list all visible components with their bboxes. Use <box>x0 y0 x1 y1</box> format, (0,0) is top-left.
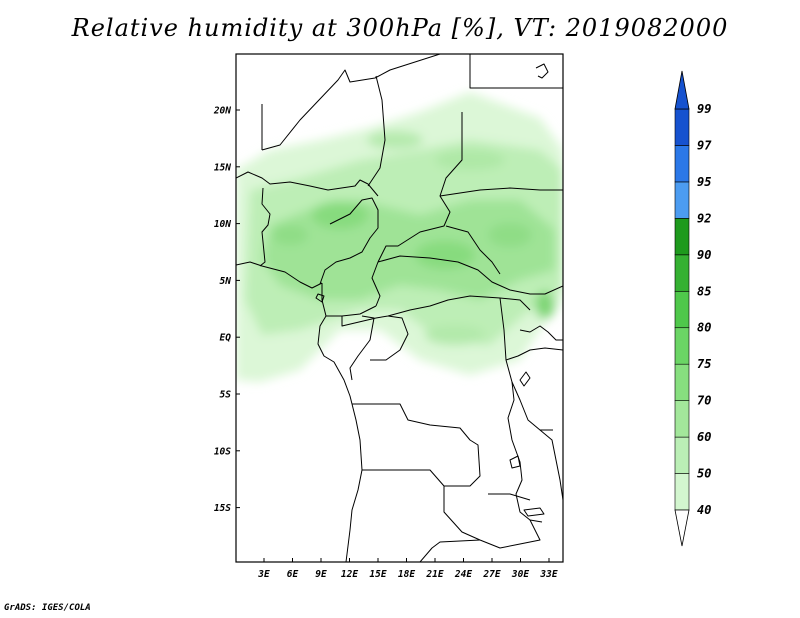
colorbar-label: 40 <box>697 503 711 517</box>
colorbar-segment <box>674 473 690 511</box>
colorbar-label: 75 <box>697 357 711 371</box>
colorbar-segment <box>674 327 690 365</box>
credit-label: GrADS: IGES/COLA <box>4 603 91 613</box>
y-tick-label: 15N <box>214 162 231 173</box>
y-tick-label: 15S <box>214 503 231 514</box>
y-tick-label: 5S <box>220 390 232 401</box>
colorbar-label: 60 <box>697 430 711 444</box>
x-tick-label: 9E <box>315 569 327 580</box>
colorbar-label: 85 <box>697 284 711 298</box>
x-tick-label: 21E <box>425 569 443 580</box>
colorbar-label: 90 <box>697 248 711 262</box>
colorbar-label: 70 <box>697 394 711 408</box>
colorbar: 40 50 60 70 75 80 85 90 92 95 97 99 <box>674 70 712 547</box>
colorbar-segment <box>674 290 690 329</box>
colorbar-segment <box>674 181 690 219</box>
colorbar-label: 50 <box>697 467 711 481</box>
colorbar-segment <box>674 218 690 256</box>
x-tick-label: 15E <box>369 569 386 580</box>
x-tick-label: 33E <box>539 569 557 580</box>
colorbar-segment <box>674 108 690 146</box>
colorbar-top-arrow <box>674 70 690 110</box>
x-tick-label: 30E <box>511 569 529 580</box>
y-tick-label: 10N <box>214 219 231 230</box>
colorbar-label: 99 <box>697 102 711 116</box>
humidity-field <box>236 92 563 382</box>
country-borders <box>236 54 563 562</box>
colorbar-segment <box>674 363 690 401</box>
colorbar-bottom-arrow <box>674 509 690 547</box>
map-frame <box>235 53 564 563</box>
y-tick-label: 20N <box>213 106 231 117</box>
y-tick-label: EQ <box>220 333 232 344</box>
colorbar-segment <box>674 436 690 474</box>
x-tick-label: 6E <box>287 569 299 580</box>
colorbar-label: 80 <box>697 321 711 335</box>
x-tick-label: 24E <box>454 569 472 580</box>
colorbar-label: 95 <box>697 175 711 189</box>
x-axis-ticks: 3E 6E 9E 12E 15E 18E 21E 24E 27E 30E 33E <box>257 558 558 580</box>
colorbar-segment <box>674 254 690 292</box>
y-axis-ticks: 20N 15N 10N 5N EQ 5S 10S 15S <box>213 106 240 514</box>
page-title: Relative humidity at 300hPa [%], VT: 201… <box>71 14 729 42</box>
x-tick-label: 3E <box>257 569 270 580</box>
y-tick-label: 5N <box>220 276 232 287</box>
colorbar-segment <box>674 145 690 183</box>
y-tick-label: 10S <box>214 446 231 457</box>
colorbar-segment <box>674 400 690 438</box>
x-tick-label: 27E <box>482 569 500 580</box>
x-tick-label: 12E <box>341 569 358 580</box>
colorbar-label: 97 <box>697 138 712 152</box>
x-tick-label: 18E <box>398 569 415 580</box>
colorbar-label: 92 <box>697 211 711 225</box>
